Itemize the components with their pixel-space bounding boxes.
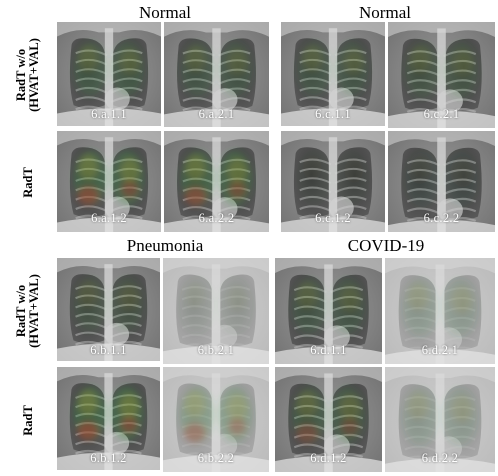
xray-panel: 6.a.1.1 — [57, 22, 161, 128]
chest-xray-image — [275, 258, 382, 364]
xray-panel: 6.d.1.1 — [275, 258, 382, 364]
chest-xray-image — [275, 367, 382, 472]
chest-xray-image — [164, 22, 269, 127]
chest-xray-image — [385, 367, 495, 472]
panel-caption: 6.a.1.2 — [91, 211, 127, 225]
panel-caption: 6.a.2.1 — [198, 107, 235, 121]
row-label-without-top: RadT w/o (HVAT+VAL) — [14, 38, 41, 112]
panel-caption: 6.b.1.2 — [90, 451, 127, 465]
panel-caption: 6.d.2.2 — [421, 451, 459, 465]
row-label-with-bottom: RadT — [20, 404, 35, 436]
xray-panel: 6.d.1.2 — [275, 367, 382, 472]
panel-caption: 6.c.1.1 — [315, 107, 351, 121]
panel-caption: 6.d.1.1 — [310, 343, 347, 357]
xray-panel: 6.a.2.1 — [164, 22, 269, 128]
panel-caption: 6.c.2.2 — [423, 211, 460, 225]
chest-xray-image — [57, 258, 160, 361]
chest-xray-image — [163, 367, 269, 472]
row-label-without-bottom: RadT w/o (HVAT+VAL) — [14, 274, 41, 348]
panel-caption: 6.b.1.1 — [90, 343, 127, 357]
chest-xray-image — [57, 367, 160, 470]
xray-panel: 6.c.1.1 — [281, 22, 385, 128]
xray-panel: 6.c.2.2 — [388, 131, 495, 232]
xray-panel: 6.d.2.2 — [385, 367, 495, 472]
xray-panel: 6.a.1.2 — [57, 131, 161, 232]
xray-panel: 6.c.2.1 — [388, 22, 495, 128]
xray-panel: 6.b.1.2 — [57, 367, 160, 472]
panel-caption: 6.d.1.2 — [310, 451, 347, 465]
quadrant-b-title: Pneumonia — [126, 236, 204, 255]
panel-caption: 6.a.1.1 — [91, 107, 127, 121]
xray-panel: 6.b.1.1 — [57, 258, 160, 364]
quadrant-c-title: Normal — [359, 3, 411, 22]
panel-caption: 6.c.1.2 — [315, 211, 351, 225]
chest-xray-image — [163, 258, 269, 364]
panel-caption: 6.d.2.1 — [421, 343, 459, 357]
chest-xray-image — [57, 22, 161, 126]
chest-xray-image — [385, 258, 495, 364]
panel-caption: 6.c.2.1 — [423, 107, 460, 121]
chest-xray-image — [281, 131, 385, 232]
chest-xray-image — [281, 22, 385, 126]
xray-panel: 6.d.2.1 — [385, 258, 495, 364]
row-label-with-top: RadT — [20, 166, 35, 198]
xray-panel: 6.c.1.2 — [281, 131, 385, 232]
xray-panel: 6.b.2.2 — [163, 367, 269, 472]
panel-caption: 6.a.2.2 — [198, 211, 235, 225]
chest-xray-image — [388, 22, 495, 128]
chest-xray-image — [57, 131, 161, 232]
panel-caption: 6.b.2.1 — [197, 343, 235, 357]
quadrant-a-title: Normal — [139, 3, 191, 22]
panel-caption: 6.b.2.2 — [197, 451, 235, 465]
xray-panel: 6.b.2.1 — [163, 258, 269, 364]
chest-xray-image — [164, 131, 269, 232]
chest-xray-image — [388, 131, 495, 232]
xray-panel: 6.a.2.2 — [164, 131, 269, 232]
quadrant-d-title: COVID-19 — [347, 236, 425, 255]
